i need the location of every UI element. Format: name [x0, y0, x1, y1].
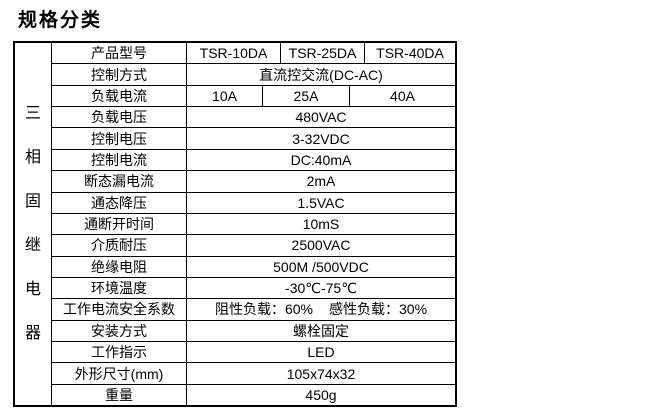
row-label: 外形尺寸(mm)	[52, 363, 187, 384]
table-row-load-voltage: 负载电压 480VAC	[52, 107, 455, 129]
table-row-dielectric-strength: 介质耐压 2500VAC	[52, 235, 455, 257]
table-row-mounting: 安装方式 螺栓固定	[52, 320, 455, 343]
vertical-header-char: 三	[24, 105, 41, 122]
row-label: 重量	[52, 384, 187, 406]
table-row-insulation-resistance: 绝缘电阻 500M /500VDC	[52, 256, 455, 278]
row-values: 1.5VAC	[187, 193, 455, 213]
table-cell: 直流控交流(DC-AC)	[259, 66, 383, 83]
row-values: 105x74x32	[187, 363, 455, 383]
row-label: 绝缘电阻	[52, 256, 187, 277]
row-values: 阻性负载：60% 感性负载：30%	[187, 299, 455, 319]
row-label: 介质耐压	[52, 235, 187, 256]
table-cell: 1.5VAC	[297, 194, 345, 211]
table-row-safety-factor: 工作电流安全系数 阻性负载：60% 感性负载：30%	[52, 299, 455, 321]
row-values: 3-32VDC	[187, 128, 455, 148]
row-label: 负载电流	[52, 85, 187, 107]
table-row-load-current: 负载电流 10A 25A 40A	[52, 85, 455, 108]
row-label: 通断开时间	[52, 213, 187, 235]
row-values: 螺栓固定	[187, 321, 455, 341]
row-values: 10mS	[187, 214, 455, 234]
table-cell: 2500VAC	[291, 237, 351, 254]
vertical-header-char: 电	[24, 281, 41, 298]
vertical-header-relay-type: 三 相 固 继 电 器	[15, 43, 52, 405]
inductive-load-value: 感性负载：30%	[329, 301, 428, 318]
row-values: TSR-10DA TSR-25DA TSR-40DA	[187, 43, 455, 64]
table-cell: 25A	[262, 85, 349, 107]
row-label: 工作指示	[52, 342, 187, 363]
table-cell: TSR-25DA	[280, 43, 364, 64]
page-title: 规格分类	[18, 10, 103, 31]
table-cell: 10mS	[302, 216, 340, 233]
vertical-header-char: 继	[24, 237, 41, 254]
row-values: 450g	[187, 385, 455, 405]
table-row-control-voltage: 控制电压 3-32VDC	[52, 128, 455, 150]
table-row-off-state-leakage: 断态漏电流 2mA	[52, 171, 455, 193]
table-cell: 2mA	[306, 173, 336, 190]
row-label: 环境温度	[52, 277, 187, 299]
table-row-dimensions: 外形尺寸(mm) 105x74x32	[52, 363, 455, 385]
table-cell: 105x74x32	[286, 365, 356, 382]
table-row-indicator: 工作指示 LED	[52, 342, 455, 364]
table-row-control-current: 控制电流 DC:40mA	[52, 149, 455, 172]
table-row-on-state-voltage-drop: 通态降压 1.5VAC	[52, 192, 455, 214]
row-label: 断态漏电流	[52, 171, 187, 192]
row-label: 工作电流安全系数	[52, 299, 187, 320]
row-values: 500M /500VDC	[187, 257, 455, 277]
vertical-header-char: 器	[24, 325, 41, 342]
table-cell: TSR-10DA	[199, 45, 268, 62]
table-row-weight: 重量 450g	[52, 384, 455, 406]
table-rows: 产品型号 TSR-10DA TSR-25DA TSR-40DA 控制方式 直流控…	[52, 43, 455, 406]
table-cell: 480VAC	[295, 109, 347, 126]
row-label: 控制电压	[52, 128, 187, 149]
table-cell: 10A	[212, 87, 237, 104]
row-label: 安装方式	[52, 320, 187, 342]
table-cell: 阻性负载：60% 感性负载：30%	[187, 299, 455, 319]
vertical-header-char: 相	[24, 149, 41, 166]
spec-table: 三 相 固 继 电 器 产品型号 TSR-10DA TSR-25DA TSR-4…	[13, 41, 457, 407]
row-values: DC:40mA	[187, 150, 455, 170]
row-values: 480VAC	[187, 107, 455, 127]
table-cell: -30℃-75℃	[285, 279, 357, 296]
table-cell: LED	[307, 344, 335, 361]
row-values: 10A 25A 40A	[187, 85, 455, 107]
row-values: 2mA	[187, 171, 455, 191]
row-label: 产品型号	[52, 43, 187, 64]
table-row-control-mode: 控制方式 直流控交流(DC-AC)	[52, 64, 455, 86]
table-row-switching-time: 通断开时间 10mS	[52, 213, 455, 236]
table-cell: 3-32VDC	[292, 130, 350, 147]
table-row-ambient-temperature: 环境温度 -30℃-75℃	[52, 277, 455, 300]
row-label: 控制电流	[52, 149, 187, 171]
table-cell: TSR-40DA	[364, 43, 455, 64]
row-values: LED	[187, 342, 455, 362]
vertical-header-char: 固	[24, 193, 41, 210]
table-cell: DC:40mA	[290, 151, 352, 168]
table-cell: 500M /500VDC	[273, 258, 369, 275]
row-values: 直流控交流(DC-AC)	[187, 64, 455, 84]
row-label: 负载电压	[52, 107, 187, 128]
row-values: -30℃-75℃	[187, 278, 455, 298]
row-label: 控制方式	[52, 64, 187, 85]
row-label: 通态降压	[52, 192, 187, 213]
table-cell: 螺栓固定	[293, 322, 349, 339]
table-cell: 450g	[305, 386, 337, 403]
table-cell: 40A	[349, 85, 455, 107]
row-values: 2500VAC	[187, 235, 455, 255]
table-row-model: 产品型号 TSR-10DA TSR-25DA TSR-40DA	[52, 43, 455, 65]
resistive-load-value: 阻性负载：60%	[214, 301, 313, 318]
